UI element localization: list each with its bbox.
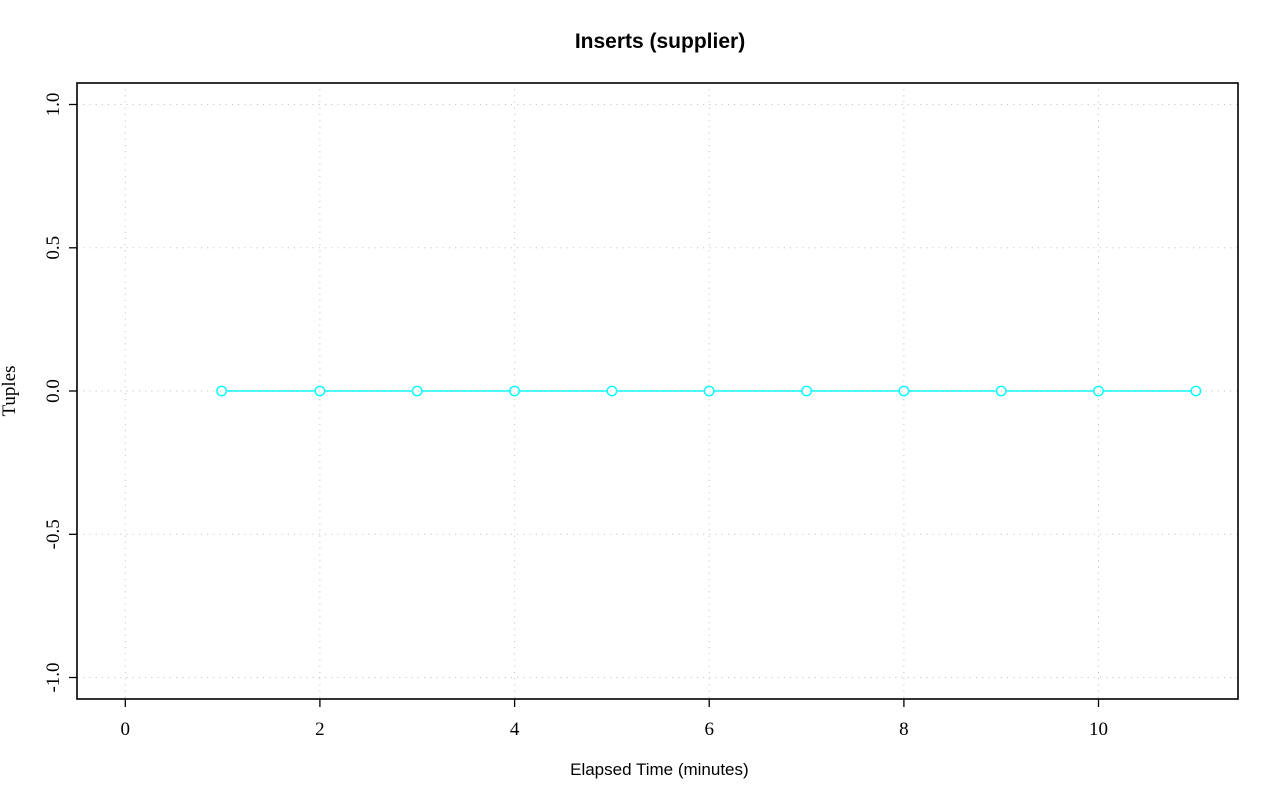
svg-text:-1.0: -1.0 [43, 662, 64, 692]
svg-text:Inserts (supplier): Inserts (supplier) [575, 30, 745, 53]
svg-text:2: 2 [315, 719, 325, 740]
svg-text:0: 0 [121, 719, 131, 740]
svg-text:4: 4 [510, 719, 520, 740]
svg-text:0.5: 0.5 [43, 236, 64, 260]
svg-text:6: 6 [704, 719, 714, 740]
svg-text:10: 10 [1089, 719, 1108, 740]
svg-text:1.0: 1.0 [43, 93, 64, 117]
svg-text:-0.5: -0.5 [43, 519, 64, 549]
svg-text:8: 8 [899, 719, 909, 740]
svg-text:0.0: 0.0 [43, 379, 64, 403]
svg-text:Elapsed Time (minutes): Elapsed Time (minutes) [570, 760, 749, 779]
svg-text:Tuples: Tuples [0, 365, 20, 416]
